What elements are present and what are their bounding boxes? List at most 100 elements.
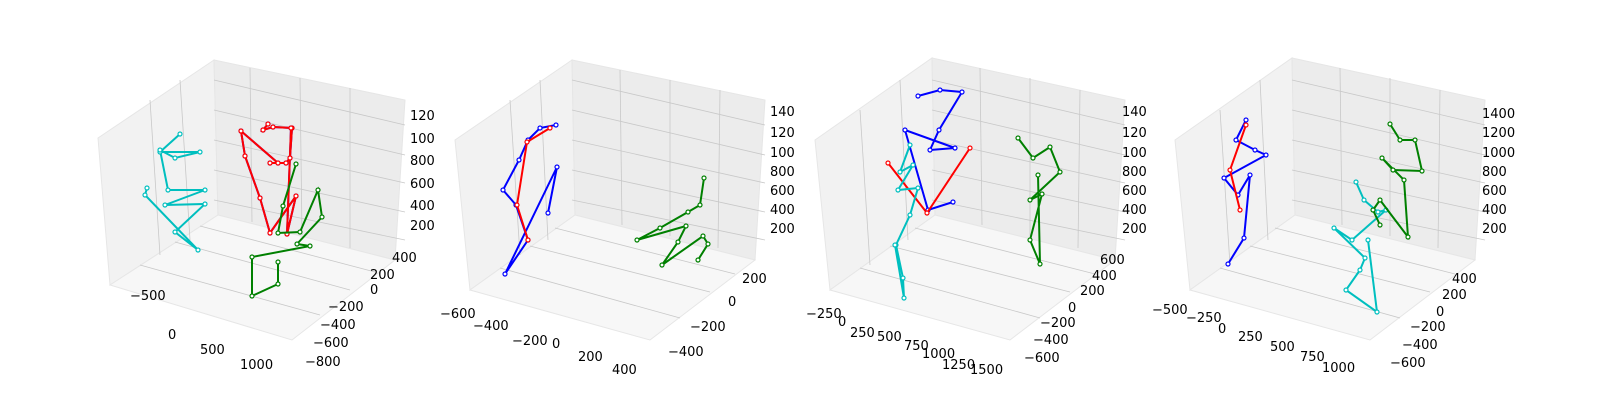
joint-point (967, 145, 973, 151)
grid (499, 69, 766, 319)
joint-point (287, 155, 293, 161)
joint-point (545, 210, 551, 216)
y-tick-label: 0 (728, 295, 736, 310)
joint-point (294, 241, 300, 247)
skeleton-bones (251, 163, 324, 298)
joint-point (1252, 147, 1258, 153)
joint-point (1015, 135, 1021, 141)
joint-point (1361, 197, 1367, 203)
x-tick-label: −400 (473, 319, 509, 334)
x-tick-label: −500 (130, 289, 166, 304)
joint-point (1057, 169, 1063, 175)
joint-point (950, 199, 956, 205)
joint-point (1353, 179, 1359, 185)
y-tick-label: −600 (1024, 351, 1060, 366)
x-tick-label: −600 (440, 307, 476, 322)
joint-point (197, 149, 203, 155)
x-tick-label: 1000 (922, 347, 955, 362)
joint-point (937, 87, 943, 93)
pane-floor (468, 214, 757, 341)
joint-point (293, 193, 299, 199)
joint-point (910, 162, 916, 168)
joint-point (1405, 234, 1411, 240)
x-tick-label: 250 (850, 326, 875, 341)
joint-point (1397, 137, 1403, 143)
joint-point (695, 257, 701, 263)
joint-point (683, 223, 689, 229)
joint-point (275, 281, 281, 287)
y-tick-label: −600 (1390, 356, 1426, 371)
x-tick-label: −250 (1186, 311, 1222, 326)
z-tick-label: 400 (1482, 203, 1507, 218)
joint-point (675, 239, 681, 245)
joint-point (267, 160, 273, 166)
joint-point (701, 175, 707, 181)
joint-point (952, 145, 958, 151)
joint-point (1377, 197, 1383, 203)
joint-point (547, 125, 553, 131)
joint-point (1412, 137, 1418, 143)
z-tick-label: 400 (770, 203, 795, 218)
x-tick-label: 750 (1300, 350, 1325, 365)
x-tick-label: −200 (512, 334, 548, 349)
z-tick-label: 1200 (1482, 126, 1515, 141)
z-tick-label: 400 (410, 199, 435, 214)
joint-point (270, 124, 276, 130)
z-tick-label: 200 (410, 219, 435, 234)
joint-point (1370, 207, 1376, 213)
joint-point (142, 192, 148, 198)
z-tick-label: 800 (410, 154, 435, 169)
joint-point (238, 128, 244, 134)
joint-point (500, 187, 506, 193)
joint-point (1374, 309, 1380, 315)
y-tick-label: −200 (1410, 320, 1446, 335)
joint-point (705, 241, 711, 247)
joint-point (275, 259, 281, 265)
joint-point (936, 127, 942, 133)
skeleton-bones (515, 127, 551, 241)
z-tick-label: 140 (770, 105, 795, 120)
pane-floor (828, 214, 1117, 341)
joint-point (915, 185, 921, 191)
z-tick-label: 100 (410, 132, 435, 147)
y-tick-label: −800 (305, 355, 341, 370)
subplot-2 (454, 59, 766, 341)
joint-point (927, 147, 933, 153)
joint-point (1357, 267, 1363, 273)
joint-point (275, 160, 281, 166)
joint-point (265, 121, 271, 127)
x-tick-label: 400 (612, 363, 637, 378)
subplot-4 (1174, 57, 1486, 341)
joint-point (657, 225, 663, 231)
joint-point (885, 160, 891, 166)
z-tick-label: 140 (1122, 105, 1147, 120)
joint-point (1390, 167, 1396, 173)
joint-point (537, 125, 543, 131)
y-tick-label: 400 (1452, 272, 1477, 287)
y-tick-label: −400 (1402, 338, 1438, 353)
joint-point (307, 243, 313, 249)
z-tick-label: 600 (410, 177, 435, 192)
joint-point (959, 89, 965, 95)
joint-point (514, 202, 520, 208)
y-tick-label: −200 (1040, 316, 1076, 331)
y-tick-label: 0 (1436, 305, 1444, 320)
grid (1219, 67, 1486, 319)
joint-point (553, 122, 559, 128)
joint-point (1035, 172, 1041, 178)
y-tick-label: −400 (668, 345, 704, 360)
subplot-3 (814, 57, 1126, 341)
x-tick-label: 1250 (942, 358, 975, 373)
joint-point (177, 131, 183, 137)
joint-point (902, 127, 908, 133)
joint-point (162, 202, 168, 208)
y-tick-label: 200 (1442, 288, 1467, 303)
z-tick-label: 600 (770, 184, 795, 199)
joint-point (895, 187, 901, 193)
z-tick-label: 120 (410, 109, 435, 124)
x-tick-label: 500 (1270, 340, 1295, 355)
x-tick-label: 1000 (240, 358, 273, 373)
z-tick-label: 400 (1122, 203, 1147, 218)
joint-point (1365, 237, 1371, 243)
joint-point (1237, 207, 1243, 213)
